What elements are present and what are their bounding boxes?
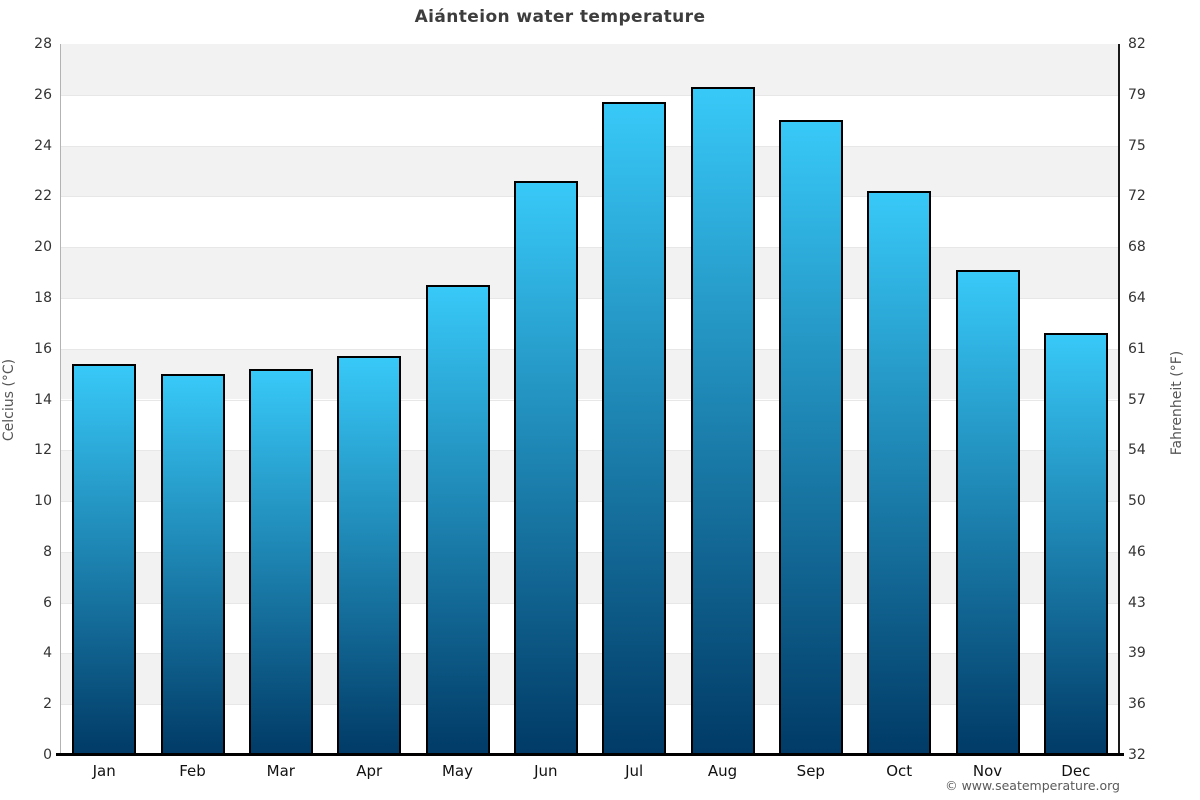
gridline: [60, 551, 1120, 553]
celsius-tick-label: 0: [43, 747, 52, 763]
fahrenheit-tick-label: 64: [1128, 289, 1146, 306]
plot-band: [60, 196, 1120, 248]
gridline: [60, 704, 1120, 706]
plot-band: [60, 145, 1120, 197]
fahrenheit-tick-label: 50: [1128, 493, 1146, 510]
x-tick-label-jun: Jun: [534, 762, 558, 780]
fahrenheit-tick-label: 43: [1128, 594, 1146, 611]
bar-dec: [1043, 333, 1108, 755]
plot-band: [60, 653, 1120, 705]
bar-may: [425, 285, 490, 755]
gridline: [60, 501, 1120, 503]
celsius-tick-label: 14: [34, 391, 52, 408]
x-tick-label-jan: Jan: [92, 762, 116, 780]
celsius-tick-label: 6: [43, 594, 52, 611]
bar-jan: [72, 364, 137, 755]
plot-band: [60, 501, 1120, 552]
celsius-tick-label: 10: [34, 493, 52, 510]
celsius-tick-label: 20: [34, 239, 52, 256]
bar-jul: [602, 102, 667, 755]
bar-aug: [690, 87, 755, 755]
x-tick-label-sep: Sep: [796, 762, 825, 780]
bar-oct: [867, 191, 932, 755]
bar-feb: [160, 374, 225, 755]
celsius-tick-label: 26: [34, 86, 52, 103]
celsius-tick-label: 2: [43, 696, 52, 713]
fahrenheit-tick-label: 32: [1128, 747, 1146, 763]
fahrenheit-tick-label: 57: [1128, 391, 1146, 408]
gridline: [60, 297, 1120, 299]
fahrenheit-tick-label: 75: [1128, 137, 1146, 154]
plot-band: [60, 551, 1120, 603]
celsius-tick-label: 28: [34, 36, 52, 52]
plot-band: [60, 94, 1120, 146]
gridline: [60, 399, 1120, 401]
celsius-tick-label: 18: [34, 289, 52, 306]
celsius-tick-label: 16: [34, 340, 52, 357]
fahrenheit-axis-line: [1118, 44, 1120, 755]
fahrenheit-tick-label: 39: [1128, 645, 1146, 662]
bar-sep: [778, 120, 843, 755]
celsius-tick-label: 8: [43, 543, 52, 560]
gridline: [60, 94, 1120, 96]
celsius-tick-label: 24: [34, 137, 52, 154]
gridline: [60, 653, 1120, 655]
fahrenheit-tick-label: 46: [1128, 543, 1146, 560]
x-tick-label-nov: Nov: [972, 762, 1003, 780]
gridline: [60, 145, 1120, 147]
gridline: [60, 602, 1120, 604]
x-tick-label-apr: Apr: [356, 762, 383, 780]
celsius-axis-line: [60, 44, 61, 755]
chart-title: Aiánteion water temperature: [414, 7, 706, 27]
fahrenheit-tick-label: 61: [1128, 340, 1146, 357]
x-tick-label-may: May: [441, 762, 473, 780]
fahrenheit-tick-label: 68: [1128, 239, 1146, 256]
plot-band: [60, 297, 1120, 349]
gridline: [60, 450, 1120, 452]
x-tick-label-mar: Mar: [266, 762, 295, 780]
plot-band: [60, 247, 1120, 298]
plot-area: [60, 44, 1120, 755]
x-tick-label-aug: Aug: [707, 762, 738, 780]
gridline: [60, 348, 1120, 350]
plot-band: [60, 399, 1120, 451]
celsius-tick-label: 12: [34, 442, 52, 459]
x-axis-line: [56, 753, 1124, 756]
bar-jun: [513, 181, 578, 755]
bar-mar: [248, 369, 313, 755]
x-tick-label-feb: Feb: [179, 762, 206, 780]
bar-apr: [337, 356, 402, 755]
gridline: [60, 247, 1120, 249]
gridline: [60, 196, 1120, 198]
x-tick-label-oct: Oct: [886, 762, 913, 780]
plot-band: [60, 450, 1120, 502]
plot-band: [60, 44, 1120, 95]
x-tick-label-dec: Dec: [1061, 762, 1091, 780]
fahrenheit-tick-label: 72: [1128, 188, 1146, 205]
fahrenheit-tick-label: 36: [1128, 696, 1146, 713]
fahrenheit-tick-label: 79: [1128, 86, 1146, 103]
plot-band: [60, 602, 1120, 654]
celsius-tick-label: 4: [43, 645, 52, 662]
celsius-tick-label: 22: [34, 188, 52, 205]
fahrenheit-tick-label: 54: [1128, 442, 1146, 459]
plot-band: [60, 704, 1120, 755]
copyright-credit: © www.seatemperature.org: [945, 778, 1120, 793]
plot-band: [60, 348, 1120, 400]
x-tick-label-jul: Jul: [625, 762, 644, 780]
bar-nov: [955, 270, 1020, 755]
fahrenheit-tick-label: 82: [1128, 36, 1146, 52]
